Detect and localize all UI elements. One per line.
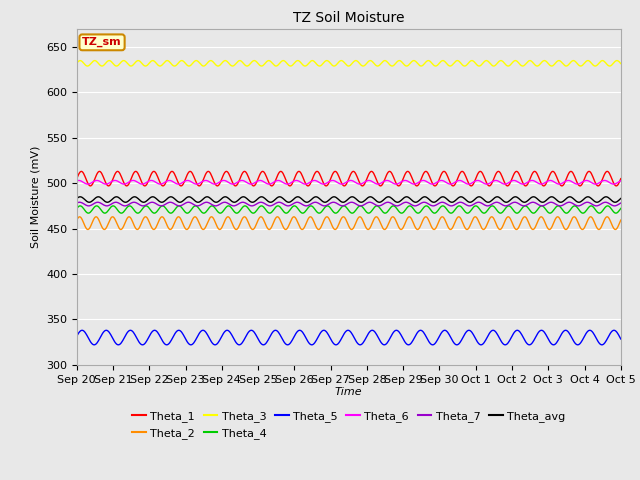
Theta_5	[342, 329, 349, 335]
Theta_avg	[85, 199, 93, 205]
Theta_5	[617, 336, 625, 342]
Theta_6	[342, 180, 349, 185]
Theta_4	[208, 203, 216, 209]
Theta_avg	[617, 195, 625, 201]
Theta_1	[395, 183, 403, 189]
Line: Theta_3: Theta_3	[77, 60, 621, 66]
Theta_4	[73, 205, 81, 211]
Theta_5	[90, 342, 98, 348]
Theta_3	[217, 61, 225, 67]
Line: Theta_5: Theta_5	[77, 330, 621, 345]
Theta_4	[193, 204, 201, 209]
Theta_avg	[342, 198, 349, 204]
Theta_5	[449, 337, 456, 343]
Theta_4	[395, 208, 403, 214]
Theta_7	[395, 203, 403, 208]
Line: Theta_2: Theta_2	[77, 217, 621, 229]
Theta_7	[449, 203, 456, 209]
Theta_2	[216, 227, 224, 232]
Theta_avg	[449, 199, 456, 205]
Theta_7	[342, 202, 349, 208]
Theta_7	[217, 201, 225, 206]
Theta_2	[449, 225, 456, 231]
Title: TZ Soil Moisture: TZ Soil Moisture	[293, 11, 404, 25]
Theta_2	[141, 214, 149, 220]
Theta_avg	[73, 195, 81, 201]
Theta_6	[449, 181, 456, 187]
Theta_avg	[395, 199, 403, 205]
Theta_6	[568, 179, 576, 185]
Theta_3	[395, 58, 403, 63]
Theta_1	[217, 178, 225, 183]
Theta_7	[194, 203, 202, 209]
Theta_2	[232, 227, 240, 232]
Theta_1	[73, 176, 81, 181]
Theta_2	[73, 217, 81, 223]
Theta_7	[73, 200, 81, 206]
Theta_7	[85, 203, 93, 209]
Y-axis label: Soil Moisture (mV): Soil Moisture (mV)	[30, 145, 40, 248]
Theta_4	[342, 204, 349, 210]
Theta_4	[118, 210, 125, 216]
Theta_3	[342, 61, 349, 67]
Theta_3	[84, 63, 92, 69]
Theta_7	[568, 200, 576, 206]
Line: Theta_1: Theta_1	[77, 171, 621, 186]
Theta_1	[194, 182, 202, 188]
Theta_2	[395, 224, 403, 230]
Theta_4	[617, 205, 625, 211]
Theta_2	[568, 215, 576, 221]
Theta_7	[76, 199, 84, 205]
Theta_3	[568, 58, 576, 64]
Theta_6	[217, 178, 225, 184]
Theta_avg	[194, 199, 202, 205]
Theta_3	[617, 60, 625, 66]
Theta_2	[193, 216, 201, 221]
Theta_1	[449, 183, 456, 189]
Theta_6	[76, 178, 83, 183]
Theta_5	[73, 333, 81, 339]
Theta_avg	[568, 195, 576, 201]
Theta_6	[84, 181, 92, 187]
Theta_3	[449, 62, 456, 68]
Theta_6	[395, 180, 403, 186]
Theta_3	[120, 58, 127, 63]
Theta_4	[217, 210, 225, 216]
Line: Theta_avg: Theta_avg	[77, 197, 621, 202]
Line: Theta_4: Theta_4	[77, 206, 621, 213]
Theta_2	[342, 216, 349, 222]
Theta_1	[342, 182, 349, 188]
Theta_1	[77, 168, 85, 174]
Theta_2	[617, 217, 625, 223]
Theta_4	[449, 210, 456, 216]
Theta_5	[217, 335, 225, 340]
Theta_1	[86, 183, 94, 189]
Theta_avg	[76, 194, 84, 200]
Theta_7	[617, 200, 625, 206]
Theta_5	[78, 327, 86, 333]
Theta_5	[395, 329, 403, 335]
Theta_6	[194, 181, 202, 187]
Theta_3	[194, 58, 202, 64]
Line: Theta_7: Theta_7	[77, 202, 621, 206]
Theta_4	[568, 204, 576, 210]
Theta_5	[568, 336, 576, 342]
Theta_5	[194, 333, 202, 339]
Line: Theta_6: Theta_6	[77, 180, 621, 184]
Theta_avg	[217, 196, 225, 202]
Theta_1	[617, 176, 625, 181]
Theta_3	[73, 60, 81, 66]
Theta_6	[73, 178, 81, 184]
X-axis label: Time: Time	[335, 387, 363, 397]
Theta_1	[568, 169, 576, 175]
Text: TZ_sm: TZ_sm	[82, 37, 122, 48]
Legend: Theta_1, Theta_2, Theta_3, Theta_4, Theta_5, Theta_6, Theta_7, Theta_avg: Theta_1, Theta_2, Theta_3, Theta_4, Thet…	[128, 407, 570, 443]
Theta_6	[617, 178, 625, 184]
